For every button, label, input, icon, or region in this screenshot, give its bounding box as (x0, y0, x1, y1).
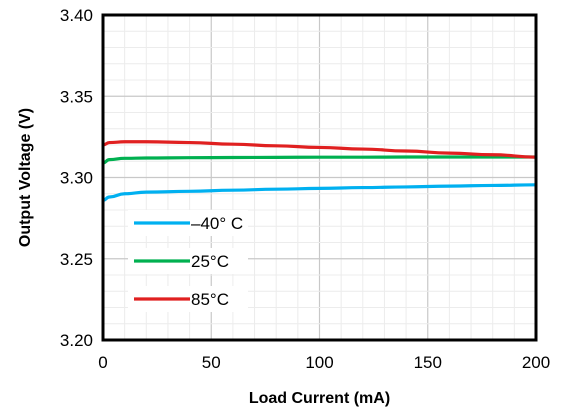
legend-label-0: –40° C (191, 214, 243, 233)
series-line-2 (102, 140, 537, 159)
series-lines (102, 140, 537, 202)
y-tick-label: 3.20 (60, 331, 93, 350)
series-line-0 (102, 183, 537, 202)
plot-frame (101, 13, 538, 342)
tick-labels: 3.20 3.25 3.30 3.35 3.40 0 50 100 150 200 (60, 6, 550, 372)
grid (103, 15, 536, 340)
y-tick-label: 3.35 (60, 87, 93, 106)
legend-label-1: 25°C (191, 252, 229, 271)
x-tick-label: 50 (202, 353, 221, 372)
y-tick-label: 3.40 (60, 6, 93, 25)
x-tick-label: 150 (414, 353, 442, 372)
series-line-1 (102, 155, 536, 165)
x-tick-label: 100 (305, 353, 333, 372)
x-axis-title: Load Current (mA) (249, 390, 390, 407)
y-tick-label: 3.30 (60, 169, 93, 188)
legend-label-2: 85°C (191, 290, 229, 309)
x-tick-label: 200 (522, 353, 550, 372)
x-tick-label: 0 (98, 353, 107, 372)
y-tick-label: 3.25 (60, 250, 93, 269)
y-axis-title: Output Voltage (V) (17, 108, 34, 247)
legend: –40° C 25°C 85°C (128, 210, 248, 312)
